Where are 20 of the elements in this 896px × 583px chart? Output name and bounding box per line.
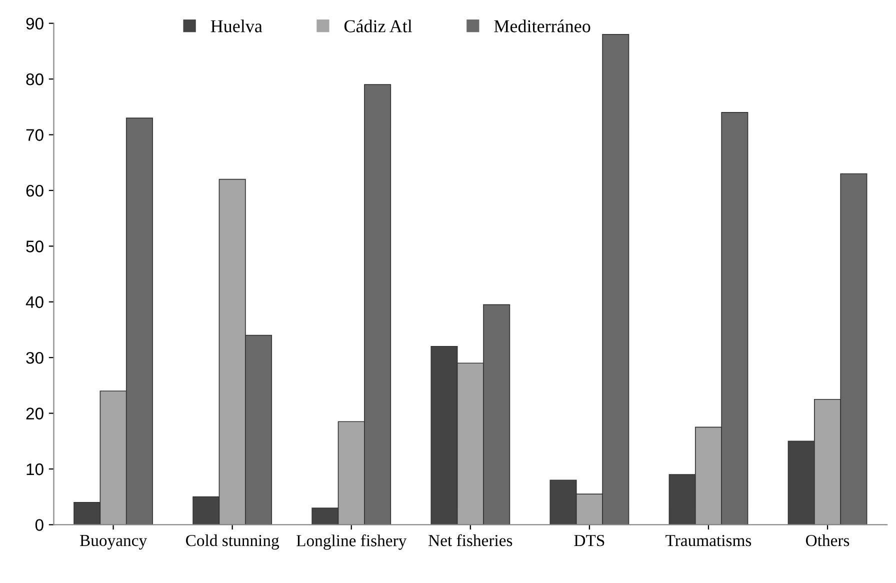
x-tick-label: Others <box>806 534 850 546</box>
legend-label: Huelva <box>210 20 262 32</box>
legend-label: Cádiz Atl <box>344 20 412 32</box>
x-tick-label: Cold stunning <box>186 534 279 550</box>
y-tick-label: 50 <box>26 240 44 252</box>
y-tick-label: 40 <box>26 296 44 308</box>
x-tick-label: Net fisheries <box>428 534 512 546</box>
y-tick-label: 60 <box>26 184 44 197</box>
x-tick-label: DTS <box>574 534 604 546</box>
y-tick-label: 10 <box>26 463 44 476</box>
y-tick-label: 30 <box>26 352 44 364</box>
y-tick-label: 0 <box>35 519 44 531</box>
y-tick-label: 70 <box>26 129 44 141</box>
x-tick-label: Traumatisms <box>666 534 752 546</box>
x-tick-label: Longline fishery <box>296 534 407 550</box>
y-tick-label: 90 <box>26 18 44 30</box>
legend-label: Mediterráneo <box>494 20 590 32</box>
y-tick-label: 80 <box>26 73 44 86</box>
x-tick-label: Buoyancy <box>80 535 148 550</box>
y-tick-label: 20 <box>26 408 44 420</box>
